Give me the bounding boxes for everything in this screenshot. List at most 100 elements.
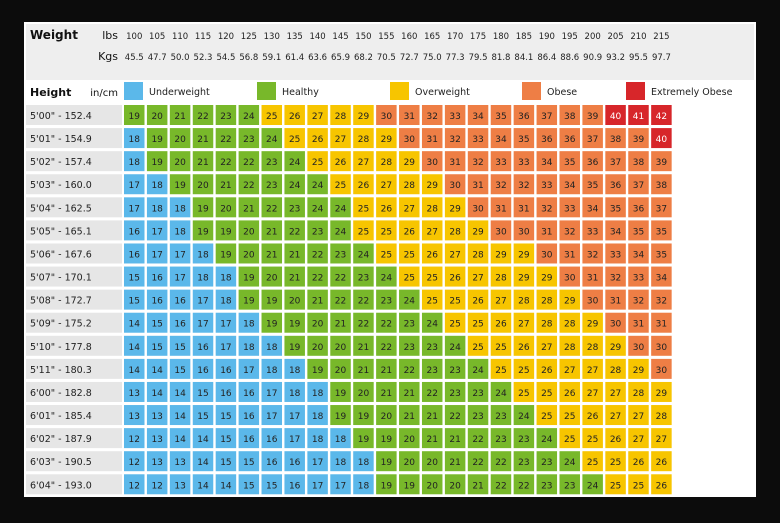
lbs-tick-label: 150	[355, 32, 371, 42]
bmi-cell	[192, 451, 214, 472]
bmi-value-label: 24	[312, 204, 324, 214]
kgs-tick-label: 88.6	[560, 53, 579, 63]
bmi-value-label: 34	[587, 204, 599, 214]
bmi-value-label: 20	[312, 320, 324, 330]
bmi-cell	[284, 289, 305, 310]
bmi-value-label: 27	[610, 389, 621, 399]
height-row-label-bg	[26, 220, 122, 241]
bmi-cell	[628, 105, 649, 125]
kgs-tick-label: 81.8	[492, 53, 511, 63]
bmi-cell	[536, 151, 558, 172]
bmi-value-label: 20	[404, 458, 416, 468]
lbs-tick-label: 210	[630, 32, 646, 42]
bmi-cell	[651, 381, 672, 402]
kgs-tick-label: 95.5	[629, 53, 648, 63]
bmi-value-label: 29	[541, 274, 553, 284]
bmi-value-label: 27	[426, 227, 437, 237]
bmi-cell	[605, 151, 626, 172]
bmi-cell	[353, 381, 374, 402]
bmi-cell	[628, 174, 649, 195]
bmi-cell	[169, 243, 191, 264]
bmi-cell	[536, 312, 558, 333]
bmi-cell	[536, 289, 558, 310]
bmi-cell	[605, 174, 626, 195]
bmi-cell	[330, 381, 351, 402]
bmi-cell	[124, 474, 145, 495]
bmi-value-label: 25	[610, 481, 621, 491]
bmi-cell	[421, 151, 443, 172]
bmi-value-label: 22	[220, 158, 231, 168]
bmi-cell	[536, 243, 558, 264]
bmi-value-label: 22	[243, 181, 254, 191]
bmi-cell	[536, 266, 558, 287]
bmi-value-label: 21	[381, 366, 392, 376]
kgs-tick-label: 45.5	[125, 53, 144, 63]
bmi-cell	[628, 451, 649, 472]
bmi-value-label: 30	[633, 343, 645, 353]
bmi-cell	[651, 312, 672, 333]
bmi-cell	[330, 151, 351, 172]
bmi-value-label: 27	[633, 435, 644, 445]
bmi-value-label: 19	[289, 343, 301, 353]
bmi-value-label: 21	[426, 435, 437, 445]
kgs-tick-label: 68.2	[354, 53, 373, 63]
bmi-value-label: 24	[404, 297, 416, 307]
bmi-cell	[651, 474, 672, 495]
bmi-cell	[399, 266, 420, 287]
bmi-cell	[513, 105, 535, 125]
bmi-value-label: 13	[129, 389, 140, 399]
bmi-value-label: 25	[587, 458, 598, 468]
bmi-value-label: 18	[151, 204, 163, 214]
bmi-value-label: 28	[656, 412, 668, 422]
bmi-cell	[490, 220, 512, 241]
bmi-cell	[376, 197, 397, 218]
bmi-cell	[307, 266, 328, 287]
bmi-value-label: 19	[381, 435, 393, 445]
bmi-value-label: 25	[449, 297, 460, 307]
bmi-cell	[376, 151, 397, 172]
bmi-value-label: 26	[656, 481, 668, 491]
bmi-value-label: 26	[656, 458, 668, 468]
bmi-value-label: 31	[541, 227, 552, 237]
bmi-value-label: 20	[243, 250, 255, 260]
bmi-cell	[467, 451, 489, 472]
bmi-value-label: 14	[129, 320, 141, 330]
bmi-cell	[284, 197, 305, 218]
bmi-value-label: 23	[220, 112, 231, 122]
bmi-value-label: 18	[220, 274, 232, 284]
bmi-cell	[628, 405, 649, 426]
bmi-value-label: 32	[472, 158, 483, 168]
bmi-cell	[399, 197, 420, 218]
height-row-label: 5'05" - 165.1	[30, 226, 92, 237]
bmi-cell	[307, 428, 328, 449]
bmi-cell	[146, 266, 168, 287]
bmi-value-label: 32	[564, 227, 575, 237]
bmi-cell	[490, 381, 512, 402]
bmi-cell	[421, 197, 443, 218]
bmi-cell	[330, 428, 351, 449]
bmi-cell	[467, 428, 489, 449]
bmi-value-label: 23	[449, 389, 460, 399]
bmi-value-label: 23	[518, 458, 529, 468]
bmi-cell	[536, 405, 558, 426]
bmi-cell	[559, 289, 580, 310]
bmi-value-label: 28	[404, 181, 416, 191]
bmi-cell	[146, 243, 168, 264]
bmi-value-label: 30	[656, 343, 668, 353]
height-row-label: 5'09" - 175.2	[30, 319, 92, 330]
bmi-cell	[444, 428, 466, 449]
bmi-cell	[513, 474, 535, 495]
bmi-value-label: 26	[472, 297, 484, 307]
bmi-cell	[536, 174, 558, 195]
bmi-cell	[628, 474, 649, 495]
bmi-cell	[261, 335, 283, 356]
bmi-value-label: 27	[656, 435, 667, 445]
bmi-cell	[124, 105, 145, 125]
bmi-cell	[261, 474, 283, 495]
bmi-cell	[376, 312, 397, 333]
bmi-cell	[467, 220, 489, 241]
bmi-value-label: 25	[610, 458, 621, 468]
bmi-cell	[192, 151, 214, 172]
bmi-cell	[651, 335, 672, 356]
bmi-value-label: 27	[541, 343, 552, 353]
